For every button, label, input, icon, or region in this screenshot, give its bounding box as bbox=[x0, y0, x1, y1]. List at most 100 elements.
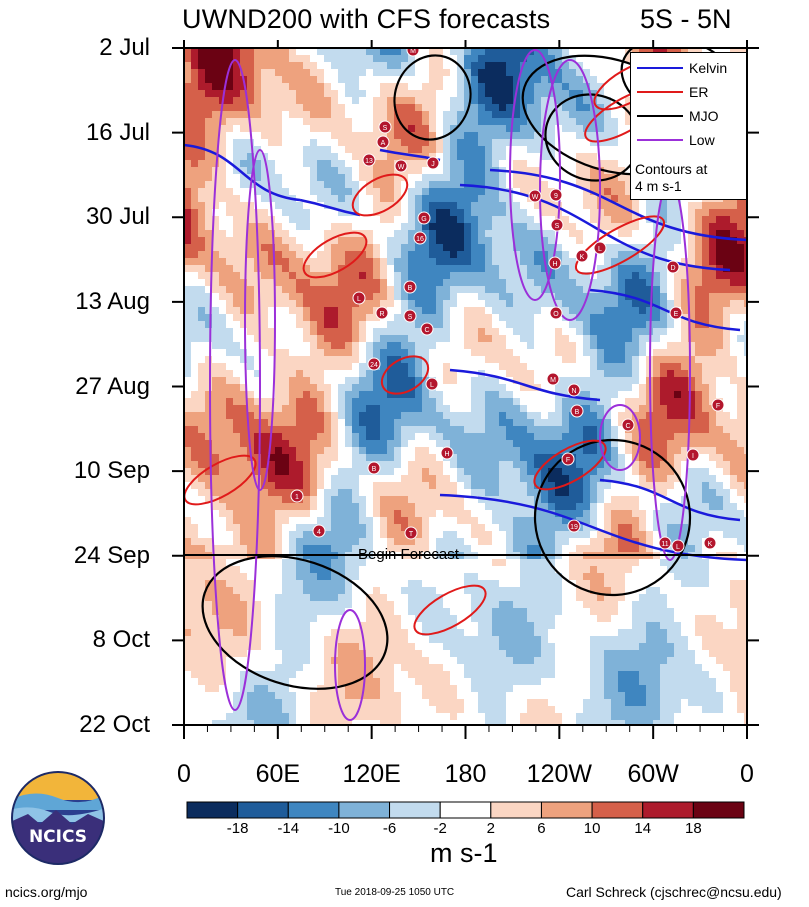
field-cell bbox=[401, 307, 408, 314]
field-cell bbox=[590, 510, 597, 517]
field-cell bbox=[219, 265, 226, 272]
field-cell bbox=[338, 468, 345, 475]
field-cell bbox=[408, 412, 415, 419]
field-cell bbox=[625, 566, 632, 573]
field-cell bbox=[233, 69, 240, 76]
field-cell bbox=[247, 286, 254, 293]
field-cell bbox=[583, 377, 590, 384]
field-cell bbox=[219, 146, 226, 153]
field-cell bbox=[590, 342, 597, 349]
field-cell bbox=[597, 272, 604, 279]
field-cell bbox=[520, 440, 527, 447]
field-cell bbox=[681, 342, 688, 349]
field-cell bbox=[499, 517, 506, 524]
field-cell bbox=[737, 300, 744, 307]
field-cell bbox=[681, 440, 688, 447]
field-cell bbox=[436, 48, 443, 55]
field-cell bbox=[233, 538, 240, 545]
field-cell bbox=[618, 321, 625, 328]
field-cell bbox=[485, 62, 492, 69]
field-cell bbox=[233, 160, 240, 167]
field-cell bbox=[478, 538, 485, 545]
field-cell bbox=[373, 97, 380, 104]
field-cell bbox=[226, 566, 233, 573]
field-cell bbox=[338, 538, 345, 545]
field-cell bbox=[205, 370, 212, 377]
field-cell bbox=[478, 118, 485, 125]
field-cell bbox=[296, 384, 303, 391]
field-cell bbox=[247, 265, 254, 272]
field-cell bbox=[317, 188, 324, 195]
field-cell bbox=[730, 265, 737, 272]
field-cell bbox=[702, 363, 709, 370]
field-cell bbox=[184, 573, 191, 580]
field-cell bbox=[506, 83, 513, 90]
field-cell bbox=[660, 314, 667, 321]
field-cell bbox=[387, 524, 394, 531]
field-cell bbox=[674, 454, 681, 461]
field-cell bbox=[625, 447, 632, 454]
field-cell bbox=[205, 111, 212, 118]
field-cell bbox=[261, 55, 268, 62]
field-cell bbox=[205, 279, 212, 286]
field-cell bbox=[422, 468, 429, 475]
field-cell bbox=[569, 440, 576, 447]
field-cell bbox=[653, 335, 660, 342]
field-cell bbox=[660, 293, 667, 300]
field-cell bbox=[191, 419, 198, 426]
field-cell bbox=[240, 349, 247, 356]
field-cell bbox=[254, 62, 261, 69]
field-cell bbox=[373, 419, 380, 426]
field-cell bbox=[352, 62, 359, 69]
field-cell bbox=[324, 538, 331, 545]
field-cell bbox=[212, 468, 219, 475]
field-cell bbox=[555, 454, 562, 461]
field-cell bbox=[247, 405, 254, 412]
field-cell bbox=[695, 370, 702, 377]
field-cell bbox=[632, 321, 639, 328]
field-cell bbox=[674, 377, 681, 384]
field-cell bbox=[702, 433, 709, 440]
field-cell bbox=[513, 272, 520, 279]
field-cell bbox=[317, 349, 324, 356]
field-cell bbox=[737, 335, 744, 342]
field-cell bbox=[345, 342, 352, 349]
field-cell bbox=[639, 300, 646, 307]
field-cell bbox=[611, 510, 618, 517]
field-cell bbox=[331, 97, 338, 104]
field-cell bbox=[226, 237, 233, 244]
field-cell bbox=[534, 76, 541, 83]
field-cell bbox=[205, 496, 212, 503]
field-cell bbox=[702, 370, 709, 377]
field-cell bbox=[219, 447, 226, 454]
field-cell bbox=[359, 559, 366, 566]
field-cell bbox=[219, 468, 226, 475]
field-cell bbox=[688, 510, 695, 517]
field-cell bbox=[338, 118, 345, 125]
field-cell bbox=[471, 146, 478, 153]
field-cell bbox=[254, 314, 261, 321]
field-cell bbox=[296, 538, 303, 545]
field-cell bbox=[492, 48, 499, 55]
field-cell bbox=[527, 461, 534, 468]
field-cell bbox=[604, 419, 611, 426]
field-cell bbox=[387, 517, 394, 524]
field-cell bbox=[569, 90, 576, 97]
field-cell bbox=[450, 139, 457, 146]
field-cell bbox=[380, 111, 387, 118]
field-cell bbox=[555, 405, 562, 412]
field-cell bbox=[359, 496, 366, 503]
field-cell bbox=[667, 433, 674, 440]
field-cell bbox=[317, 356, 324, 363]
field-cell bbox=[548, 496, 555, 503]
field-cell bbox=[359, 328, 366, 335]
field-cell bbox=[240, 139, 247, 146]
field-cell bbox=[394, 531, 401, 538]
field-cell bbox=[268, 293, 275, 300]
field-cell bbox=[184, 139, 191, 146]
field-cell bbox=[345, 384, 352, 391]
field-cell bbox=[471, 468, 478, 475]
field-cell bbox=[555, 503, 562, 510]
field-cell bbox=[401, 223, 408, 230]
field-cell bbox=[240, 146, 247, 153]
